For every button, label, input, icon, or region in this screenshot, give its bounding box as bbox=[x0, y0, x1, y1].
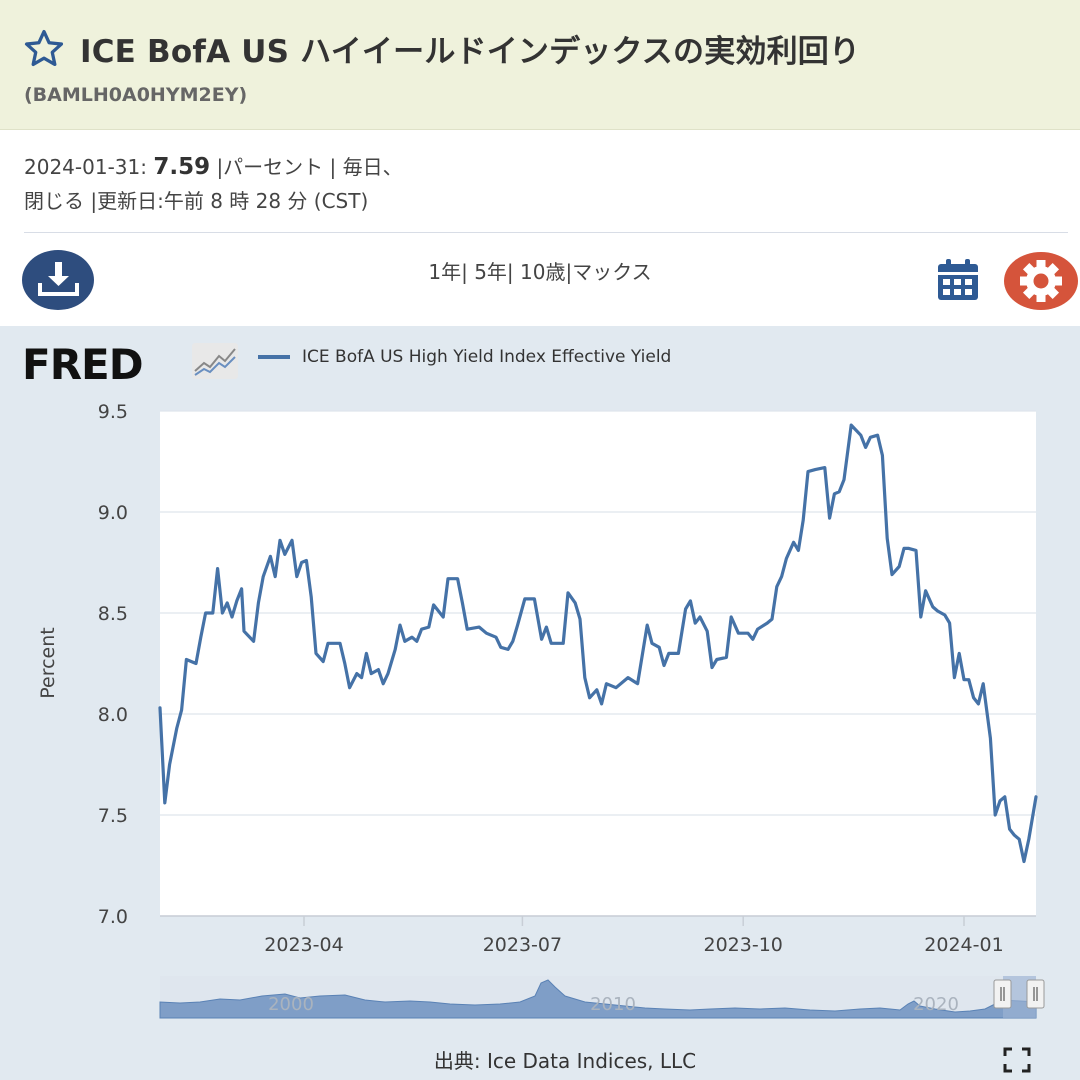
y-tick-label: 7.5 bbox=[98, 805, 128, 827]
divider bbox=[24, 232, 1068, 233]
legend-swatch bbox=[258, 355, 290, 359]
x-tick-label: 2024-01 bbox=[924, 934, 1003, 956]
toolbar: 1年| 5年| 10歳|マックス bbox=[0, 234, 1080, 326]
meta-separator: | bbox=[329, 155, 337, 179]
star-icon[interactable] bbox=[22, 27, 66, 71]
range-sep: | bbox=[565, 260, 573, 284]
observation-date: 2024-01-31: bbox=[24, 155, 147, 179]
x-tick-label: 2023-07 bbox=[483, 934, 562, 956]
fred-logo: FRED bbox=[22, 340, 144, 389]
settings-button[interactable] bbox=[1004, 252, 1078, 310]
range-links: 1年| 5年| 10歳|マックス bbox=[0, 256, 1080, 285]
y-tick-label: 7.0 bbox=[98, 906, 128, 928]
range-sep: | bbox=[506, 260, 514, 284]
series-group bbox=[158, 423, 1038, 864]
frequency: 毎日、 bbox=[342, 155, 403, 179]
title-row: ICE BofA US ハイイールドインデックスの実効利回り bbox=[22, 26, 860, 71]
series-id: (BAMLH0A0HYM2EY) bbox=[24, 84, 248, 106]
chart-legend[interactable]: ICE BofA US High Yield Index Effective Y… bbox=[258, 347, 671, 367]
gear-icon bbox=[1020, 260, 1062, 302]
title-band: ICE BofA US ハイイールドインデックスの実効利回り (BAMLH0A0… bbox=[0, 0, 1080, 130]
navigator-handle-left[interactable] bbox=[993, 979, 1012, 1009]
range-5y[interactable]: 5年 bbox=[474, 260, 507, 284]
observation-value: 7.59 bbox=[153, 154, 211, 180]
range-1y[interactable]: 1年 bbox=[428, 260, 462, 284]
x-axis-ticks: 2023-04 2023-07 2023-10 2024-01 bbox=[160, 915, 1036, 956]
fullscreen-icon[interactable] bbox=[1003, 1047, 1031, 1073]
fred-logo-graph-icon bbox=[192, 343, 238, 379]
y-tick-label: 8.0 bbox=[98, 704, 128, 726]
calendar-icon[interactable] bbox=[934, 256, 982, 304]
navigator-history-area bbox=[159, 979, 1037, 1019]
navigator-label-2020: 2020 bbox=[913, 994, 959, 1015]
navigator-label-2000: 2000 bbox=[268, 994, 314, 1015]
units: |パーセント bbox=[216, 155, 324, 179]
x-tick-label: 2023-10 bbox=[704, 934, 783, 956]
range-max[interactable]: マックス bbox=[572, 260, 652, 284]
y-tick-label: 8.5 bbox=[98, 603, 128, 625]
y-axis-ticks: 7.0 7.5 8.0 8.5 9.0 9.5 bbox=[98, 401, 128, 928]
y-tick-label: 9.0 bbox=[98, 502, 128, 524]
source-credit: 出典: Ice Data Indices, LLC bbox=[433, 1049, 697, 1073]
legend-label: ICE BofA US High Yield Index Effective Y… bbox=[302, 347, 672, 367]
update-info: 閉じる |更新日:午前 8 時 28 分 (CST) bbox=[24, 189, 369, 213]
navigator-handle-right[interactable] bbox=[1026, 979, 1045, 1009]
plot-area bbox=[160, 411, 1036, 916]
series-line[interactable] bbox=[158, 423, 1038, 864]
download-button[interactable] bbox=[22, 250, 94, 310]
download-icon bbox=[38, 262, 79, 296]
y-tick-label: 9.5 bbox=[98, 401, 128, 423]
x-tick-label: 2023-04 bbox=[264, 934, 343, 956]
y-axis-label: Percent bbox=[37, 627, 59, 699]
range-navigator[interactable]: 2000 2010 2020 bbox=[159, 976, 1045, 1019]
range-10y[interactable]: 10歳 bbox=[520, 260, 566, 284]
navigator-label-2010: 2010 bbox=[590, 994, 636, 1015]
range-sep: | bbox=[461, 260, 468, 284]
series-meta: 2024-01-31: 7.59 |パーセント | 毎日、 閉じる |更新日:午… bbox=[24, 150, 403, 218]
line-chart[interactable]: 7.0 7.5 8.0 8.5 9.0 9.5 2023-04 2023-07 2023-10… bbox=[0, 326, 1080, 1036]
page-title: ICE BofA US ハイイールドインデックスの実効利回り bbox=[80, 34, 861, 70]
